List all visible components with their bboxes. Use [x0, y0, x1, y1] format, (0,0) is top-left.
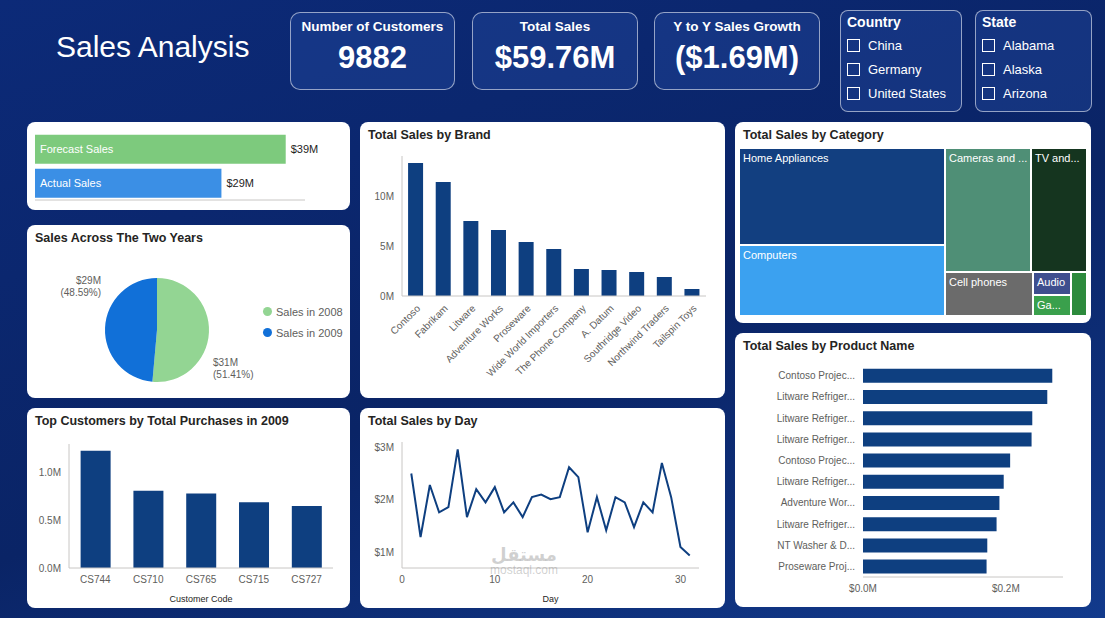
svg-text:Southridge Video: Southridge Video [581, 302, 644, 365]
html-text:Germany: Germany [868, 61, 922, 77]
svg-text:Tailspin Toys: Tailspin Toys [651, 303, 699, 351]
html-text:Total Sales by Brand: Total Sales by Brand [368, 128, 491, 142]
svg-text:$31M(51.41%): $31M(51.41%) [213, 357, 254, 380]
svg-text:30: 30 [675, 574, 687, 585]
svg-text:$0.0M: $0.0M [849, 583, 877, 594]
html-text:Arizona: Arizona [1003, 85, 1048, 101]
html-text:China: China [868, 37, 902, 53]
svg-text:20: 20 [582, 574, 594, 585]
svg-text:$29M: $29M [226, 177, 254, 189]
html-text:Y to Y Sales Growth: Y to Y Sales Growth [673, 19, 801, 34]
html-text:Total Sales by Category: Total Sales by Category [743, 128, 884, 142]
svg-text:TV and...: TV and... [1035, 152, 1080, 164]
svg-text:CS744: CS744 [80, 574, 111, 585]
svg-text:0: 0 [399, 574, 405, 585]
html-text:Total Sales by Product Name: Total Sales by Product Name [743, 339, 915, 353]
svg-text:Computers: Computers [743, 249, 797, 261]
html-text:Total Sales: Total Sales [519, 19, 591, 34]
svg-text:Ga...: Ga... [1037, 299, 1061, 311]
svg-text:Cell phones: Cell phones [949, 276, 1008, 288]
svg-text:Forecast Sales: Forecast Sales [40, 143, 114, 155]
svg-text:Day: Day [542, 594, 559, 604]
svg-text:Actual Sales: Actual Sales [40, 177, 102, 189]
svg-text:$1M: $1M [375, 547, 394, 558]
svg-text:Litware Refriger...: Litware Refriger... [777, 519, 855, 530]
svg-text:Litware: Litware [446, 302, 478, 334]
svg-text:Litware Refriger...: Litware Refriger... [777, 434, 855, 445]
html-text:Sales Across The Two Years: Sales Across The Two Years [35, 231, 203, 245]
svg-text:$2M: $2M [375, 494, 394, 505]
svg-text:Fabrikam: Fabrikam [413, 303, 450, 340]
html-text:Sales Analysis: Sales Analysis [56, 30, 250, 63]
svg-text:NT Washer & D...: NT Washer & D... [777, 540, 855, 551]
svg-text:Wide World Importers: Wide World Importers [484, 302, 561, 379]
html-text:Alabama: Alabama [1003, 37, 1055, 53]
svg-text:Proseware: Proseware [491, 302, 533, 345]
html-text:$59.76M: $59.76M [494, 40, 616, 75]
svg-text:Customer Code: Customer Code [169, 594, 232, 604]
html-text:Alaska: Alaska [1003, 61, 1042, 77]
svg-text:CS715: CS715 [239, 574, 270, 585]
svg-text:A. Datum: A. Datum [578, 302, 616, 340]
svg-text:CS710: CS710 [133, 574, 164, 585]
svg-text:Home Appliances: Home Appliances [743, 152, 829, 164]
svg-text:$29M(48.59%): $29M(48.59%) [60, 275, 101, 298]
svg-text:0.0M: 0.0M [39, 563, 61, 574]
svg-text:Adventure Wor...: Adventure Wor... [781, 497, 855, 508]
svg-text:CS765: CS765 [186, 574, 217, 585]
svg-text:1.0M: 1.0M [39, 467, 61, 478]
svg-text:Cameras and ...: Cameras and ... [949, 152, 1027, 164]
svg-text:0.5M: 0.5M [39, 515, 61, 526]
svg-text:10M: 10M [375, 191, 394, 202]
html-text:9882: 9882 [338, 40, 407, 75]
svg-text:Litware Refriger...: Litware Refriger... [777, 476, 855, 487]
html-text:Sales in 2008: Sales in 2008 [276, 305, 343, 318]
svg-text:5M: 5M [380, 241, 394, 252]
html-text:Country: Country [847, 14, 901, 30]
svg-text:Litware Refriger...: Litware Refriger... [777, 391, 855, 402]
svg-text:10: 10 [489, 574, 501, 585]
svg-text:Contoso Projec...: Contoso Projec... [778, 370, 855, 381]
html-text:Sales in 2009: Sales in 2009 [276, 326, 343, 339]
html-text:United States: United States [868, 85, 946, 101]
html-text:Total Sales by Day: Total Sales by Day [368, 414, 478, 428]
svg-text:$0.2M: $0.2M [992, 583, 1020, 594]
svg-text:Northwind Traders: Northwind Traders [605, 302, 671, 369]
svg-text:$39M: $39M [291, 143, 319, 155]
svg-text:Adventure Works: Adventure Works [443, 302, 506, 365]
html-text:مستقل: مستقل [491, 545, 557, 565]
html-text:Top Customers by Total Purchas: Top Customers by Total Purchases in 2009 [35, 414, 289, 428]
svg-text:Audio: Audio [1037, 276, 1065, 288]
html-text:State: State [982, 14, 1017, 30]
svg-text:$3M: $3M [375, 442, 394, 453]
html-text:($1.69M): ($1.69M) [675, 40, 799, 75]
svg-text:Proseware Proj...: Proseware Proj... [778, 561, 855, 572]
svg-text:Contoso: Contoso [388, 302, 423, 337]
svg-text:CS727: CS727 [291, 574, 322, 585]
html-text:Number of Customers: Number of Customers [301, 19, 444, 34]
svg-text:Contoso Projec...: Contoso Projec... [778, 455, 855, 466]
svg-text:The Phone Company: The Phone Company [513, 303, 588, 378]
svg-text:Litware Refriger...: Litware Refriger... [777, 413, 855, 424]
svg-text:0M: 0M [380, 291, 394, 302]
html-text:mostaql.com: mostaql.com [490, 563, 558, 577]
